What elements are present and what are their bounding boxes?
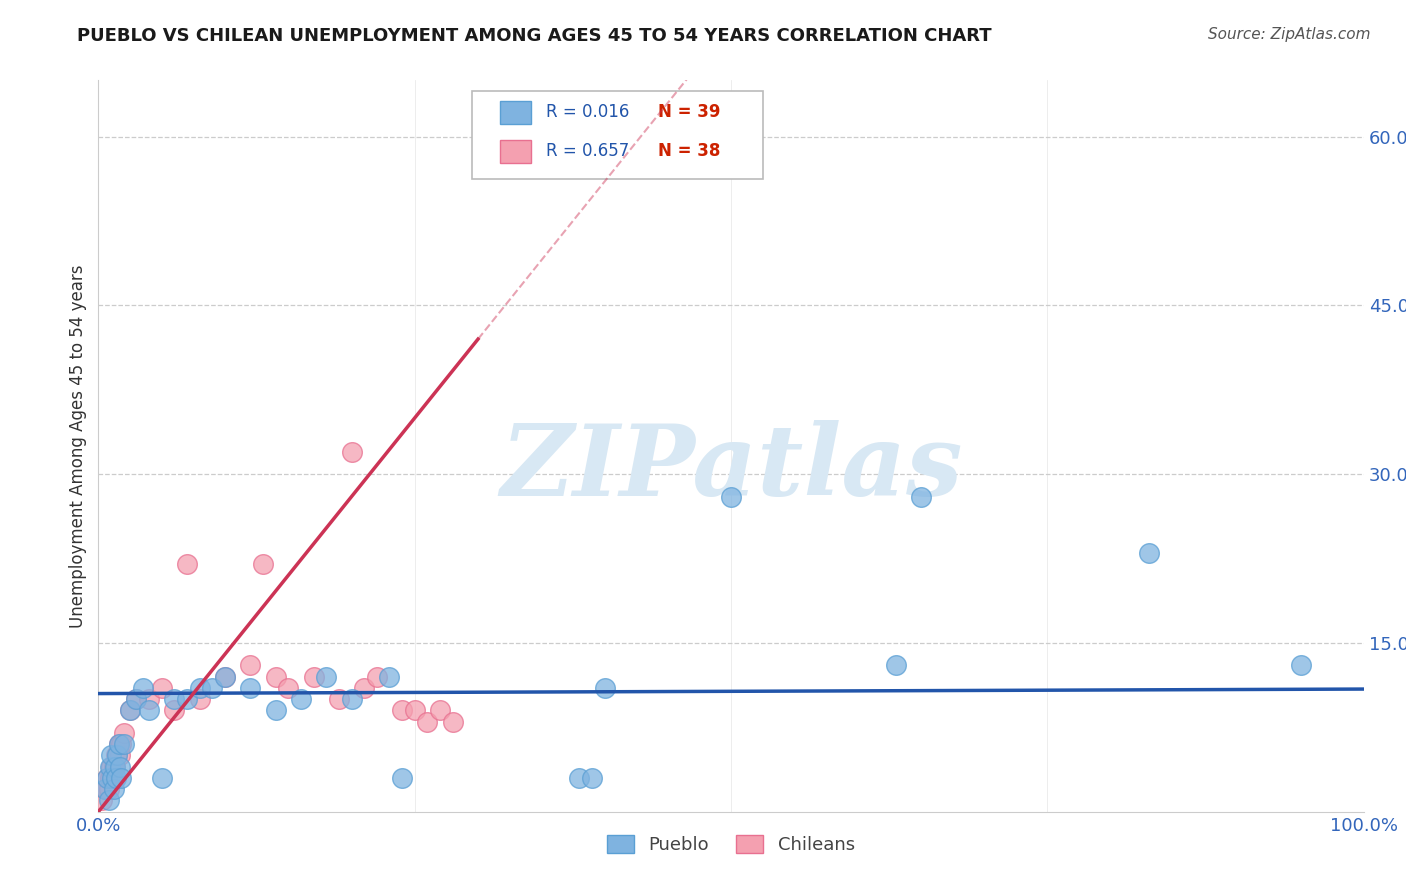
Text: R = 0.016: R = 0.016 [547, 103, 630, 121]
Text: Source: ZipAtlas.com: Source: ZipAtlas.com [1208, 27, 1371, 42]
Point [201, 681, 224, 695]
Point [125, 692, 148, 706]
Point [150, 771, 173, 785]
Point [107, 737, 129, 751]
Point [91, 793, 114, 807]
Point [93, 782, 117, 797]
Text: ZIPatlas: ZIPatlas [501, 420, 962, 516]
Point [120, 703, 141, 717]
Point [150, 681, 173, 695]
Point [108, 760, 131, 774]
Point [97, 782, 120, 797]
Point [290, 692, 312, 706]
Point [391, 703, 413, 717]
Point [264, 670, 287, 684]
Point [910, 490, 932, 504]
Text: N = 38: N = 38 [658, 142, 720, 161]
Point [366, 670, 388, 684]
Point [93, 782, 117, 797]
Point [720, 490, 742, 504]
Point [315, 670, 337, 684]
Point [340, 692, 363, 706]
Text: PUEBLO VS CHILEAN UNEMPLOYMENT AMONG AGES 45 TO 54 YEARS CORRELATION CHART: PUEBLO VS CHILEAN UNEMPLOYMENT AMONG AGE… [77, 27, 993, 45]
Point [108, 748, 131, 763]
Point [581, 771, 603, 785]
Point [104, 760, 127, 774]
Point [103, 782, 125, 797]
Point [277, 681, 299, 695]
Point [104, 760, 127, 774]
Point [302, 670, 325, 684]
Point [416, 714, 439, 729]
Point [107, 737, 129, 751]
Point [404, 703, 426, 717]
Point [188, 681, 211, 695]
Text: N = 39: N = 39 [658, 103, 720, 121]
Point [353, 681, 375, 695]
Point [98, 771, 121, 785]
Point [239, 681, 262, 695]
Point [112, 726, 135, 740]
Point [252, 557, 274, 571]
Point [100, 760, 122, 774]
Point [239, 658, 262, 673]
Point [214, 670, 236, 684]
Point [188, 692, 211, 706]
Point [138, 703, 160, 717]
Point [98, 760, 121, 774]
Point [96, 771, 118, 785]
Point [593, 681, 616, 695]
FancyBboxPatch shape [471, 91, 762, 179]
Point [94, 782, 117, 797]
Point [214, 670, 236, 684]
Point [110, 737, 132, 751]
Point [391, 771, 413, 785]
Point [101, 771, 124, 785]
Point [163, 703, 186, 717]
Point [100, 748, 122, 763]
Point [1137, 546, 1160, 560]
Point [125, 692, 148, 706]
Point [110, 771, 132, 785]
Point [1289, 658, 1312, 673]
Point [105, 771, 128, 785]
Point [107, 748, 129, 763]
Point [441, 714, 464, 729]
Point [328, 692, 350, 706]
Point [105, 748, 128, 763]
Point [96, 771, 118, 785]
Point [120, 703, 141, 717]
Point [112, 737, 135, 751]
Point [429, 703, 451, 717]
Point [138, 692, 160, 706]
Point [884, 658, 907, 673]
Text: R = 0.657: R = 0.657 [547, 142, 630, 161]
Y-axis label: Unemployment Among Ages 45 to 54 years: Unemployment Among Ages 45 to 54 years [69, 264, 87, 628]
Point [340, 444, 363, 458]
Point [176, 692, 198, 706]
Point [264, 703, 287, 717]
FancyBboxPatch shape [499, 139, 531, 163]
Point [568, 771, 591, 785]
Point [132, 681, 155, 695]
FancyBboxPatch shape [499, 101, 531, 124]
Point [378, 670, 401, 684]
Point [103, 760, 125, 774]
Point [107, 748, 129, 763]
Point [97, 793, 120, 807]
Point [176, 557, 198, 571]
Legend: Pueblo, Chileans: Pueblo, Chileans [600, 828, 862, 861]
Point [101, 771, 124, 785]
Point [163, 692, 186, 706]
